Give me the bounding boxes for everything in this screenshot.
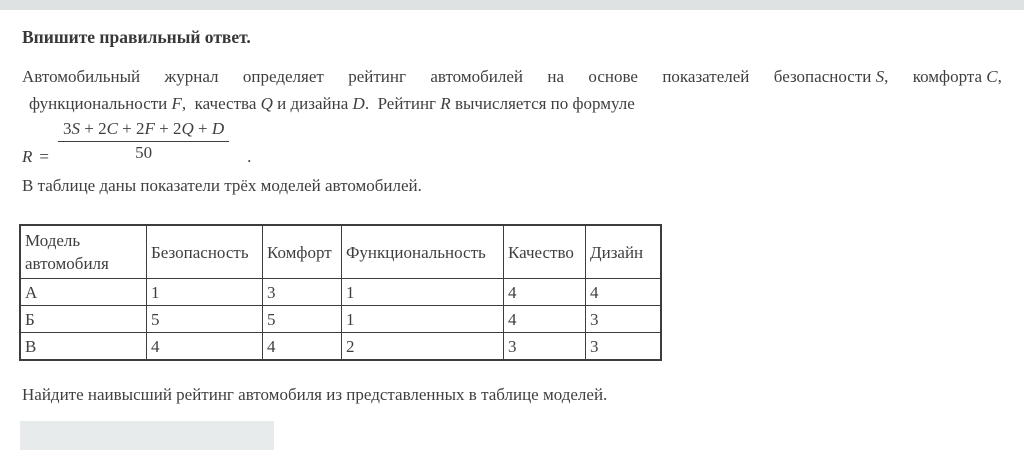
col-header-functionality: Функциональность bbox=[341, 224, 504, 279]
col-header-quality: Качество bbox=[503, 224, 586, 279]
cell-safety: 4 bbox=[146, 332, 263, 361]
task-content: Впишите правильный ответ. Автомобильный … bbox=[0, 28, 1024, 450]
cell-quality: 4 bbox=[503, 278, 586, 306]
indicators-table: Модель автомобиля Безопасность Комфорт Ф… bbox=[19, 224, 662, 361]
table-intro-text: В таблице даны показатели трёх моделей а… bbox=[22, 176, 422, 195]
word-group: автомобилей bbox=[430, 67, 523, 86]
col-header-safety: Безопасность bbox=[146, 224, 263, 279]
word-group: журнал bbox=[164, 67, 219, 86]
problem-statement: Автомобильный журнал определяет рейтинг … bbox=[22, 63, 1002, 117]
fraction-denominator: 50 bbox=[135, 143, 153, 162]
table-row: А 1 3 1 4 4 bbox=[19, 278, 662, 306]
formula-fraction: 3S + 2C + 2F + 2Q + D 50 bbox=[57, 120, 230, 162]
cell-model: В bbox=[19, 332, 147, 361]
question-text: Найдите наивысший рейтинг автомобиля из … bbox=[22, 385, 608, 404]
cell-functionality: 2 bbox=[341, 332, 504, 361]
cell-comfort: 4 bbox=[262, 332, 342, 361]
word-group-variable-s: безопасности S, bbox=[773, 67, 889, 86]
fraction-numerator: 3S + 2C + 2F + 2Q + D bbox=[57, 120, 230, 142]
col-header-comfort: Комфорт bbox=[262, 224, 342, 279]
cell-comfort: 3 bbox=[262, 278, 342, 306]
statement-line-2: функциональности F, качества Q и дизайна… bbox=[29, 94, 635, 113]
word-group: показателей bbox=[662, 67, 750, 86]
table-row: В 4 4 2 3 3 bbox=[19, 332, 662, 361]
word-group: определяет bbox=[242, 67, 324, 86]
cell-functionality: 1 bbox=[341, 278, 504, 306]
cell-quality: 3 bbox=[503, 332, 586, 361]
formula-period: . bbox=[247, 147, 252, 166]
cell-comfort: 5 bbox=[262, 305, 342, 333]
formula-lhs: R = bbox=[22, 147, 49, 166]
word-group: на bbox=[547, 67, 565, 86]
col-header-design: Дизайн bbox=[585, 224, 662, 279]
word-group: рейтинг bbox=[348, 67, 406, 86]
top-bar bbox=[0, 0, 1024, 10]
rating-formula: R = 3S + 2C + 2F + 2Q + D 50 . bbox=[22, 120, 1002, 168]
word-group: основе bbox=[588, 67, 638, 86]
answer-input[interactable] bbox=[20, 421, 274, 450]
word-group-variable-c: комфорта C, bbox=[912, 67, 1002, 86]
cell-model: Б bbox=[19, 305, 147, 333]
cell-safety: 5 bbox=[146, 305, 263, 333]
cell-design: 3 bbox=[585, 332, 662, 361]
cell-model: А bbox=[19, 278, 147, 306]
cell-safety: 1 bbox=[146, 278, 263, 306]
cell-design: 4 bbox=[585, 278, 662, 306]
col-header-model: Модель автомобиля bbox=[19, 224, 147, 279]
word-group: Автомобильный bbox=[22, 67, 141, 86]
cell-functionality: 1 bbox=[341, 305, 504, 333]
table-header-row: Модель автомобиля Безопасность Комфорт Ф… bbox=[19, 224, 662, 279]
table-row: Б 5 5 1 4 3 bbox=[19, 305, 662, 333]
statement-line-1: Автомобильный журнал определяет рейтинг … bbox=[22, 63, 1002, 90]
cell-quality: 4 bbox=[503, 305, 586, 333]
cell-design: 3 bbox=[585, 305, 662, 333]
page-title: Впишите правильный ответ. bbox=[22, 27, 251, 47]
